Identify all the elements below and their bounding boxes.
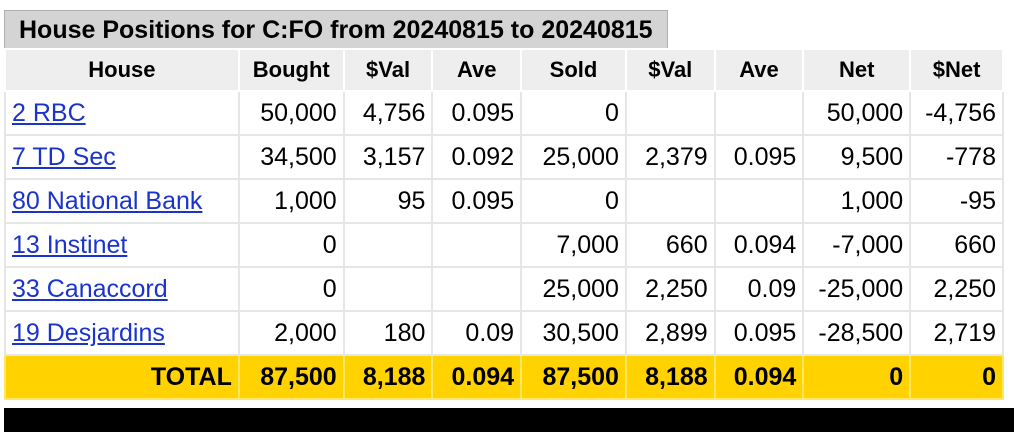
net-cell: 9,500 (802, 134, 912, 180)
net-val-cell: 2,250 (909, 266, 1004, 312)
sold-cell: 30,500 (520, 310, 627, 356)
bought-cell: 1,000 (237, 178, 345, 224)
col-header-bought: Bought (237, 48, 345, 92)
panel-title: House Positions for C:FO from 20240815 t… (4, 10, 668, 48)
bought-val-cell: 4,756 (342, 90, 434, 136)
table-row: 2 RBC 50,000 4,756 0.095 0 50,000 -4,756 (4, 90, 1004, 136)
net-val-cell: 2,719 (909, 310, 1004, 356)
house-cell: 19 Desjardins (4, 310, 240, 356)
total-sold-val: 8,188 (624, 354, 716, 400)
bought-cell: 34,500 (237, 134, 345, 180)
table-row: 80 National Bank 1,000 95 0.095 0 1,000 … (4, 178, 1004, 224)
house-positions-panel: House Positions for C:FO from 20240815 t… (4, 10, 1004, 400)
sold-val-cell: 2,899 (624, 310, 716, 356)
sold-ave-cell (713, 178, 805, 224)
table-row: 33 Canaccord 0 25,000 2,250 0.09 -25,000… (4, 266, 1004, 312)
sold-cell: 0 (520, 178, 627, 224)
col-header-bought-val: $Val (342, 48, 434, 92)
house-link[interactable]: 2 RBC (12, 98, 86, 127)
house-positions-table: House Bought $Val Ave Sold $Val Ave Net … (4, 48, 1004, 400)
bought-ave-cell: 0.095 (431, 90, 523, 136)
bought-ave-cell: 0.092 (431, 134, 523, 180)
bought-cell: 0 (237, 222, 345, 268)
house-cell: 2 RBC (4, 90, 240, 136)
house-cell: 80 National Bank (4, 178, 240, 224)
total-net-val: 0 (909, 354, 1004, 400)
col-header-sold-val: $Val (624, 48, 716, 92)
bought-val-cell (342, 266, 434, 312)
house-cell: 13 Instinet (4, 222, 240, 268)
table-row: 19 Desjardins 2,000 180 0.09 30,500 2,89… (4, 310, 1004, 356)
bought-cell: 2,000 (237, 310, 345, 356)
house-cell: 7 TD Sec (4, 134, 240, 180)
net-val-cell: -95 (909, 178, 1004, 224)
sold-cell: 25,000 (520, 266, 627, 312)
net-cell: 1,000 (802, 178, 912, 224)
sold-ave-cell: 0.09 (713, 266, 805, 312)
total-bought-val: 8,188 (342, 354, 434, 400)
total-sold-ave: 0.094 (713, 354, 805, 400)
sold-cell: 25,000 (520, 134, 627, 180)
total-row: TOTAL 87,500 8,188 0.094 87,500 8,188 0.… (4, 354, 1004, 400)
sold-ave-cell: 0.095 (713, 310, 805, 356)
bought-val-cell: 180 (342, 310, 434, 356)
sold-val-cell: 2,250 (624, 266, 716, 312)
total-sold: 87,500 (520, 354, 627, 400)
table-row: 13 Instinet 0 7,000 660 0.094 -7,000 660 (4, 222, 1004, 268)
bought-val-cell: 3,157 (342, 134, 434, 180)
house-link[interactable]: 19 Desjardins (12, 318, 165, 347)
col-header-sold-ave: Ave (713, 48, 805, 92)
sold-ave-cell: 0.095 (713, 134, 805, 180)
total-net: 0 (802, 354, 912, 400)
bought-cell: 50,000 (237, 90, 345, 136)
sold-cell: 0 (520, 90, 627, 136)
total-label: TOTAL (4, 354, 240, 400)
bought-ave-cell: 0.095 (431, 178, 523, 224)
net-val-cell: -778 (909, 134, 1004, 180)
col-header-bought-ave: Ave (431, 48, 523, 92)
house-link[interactable]: 7 TD Sec (12, 142, 116, 171)
bought-ave-cell (431, 266, 523, 312)
sold-cell: 7,000 (520, 222, 627, 268)
net-cell: -7,000 (802, 222, 912, 268)
col-header-sold: Sold (520, 48, 627, 92)
col-header-house: House (4, 48, 240, 92)
header-row: House Bought $Val Ave Sold $Val Ave Net … (4, 48, 1004, 92)
sold-val-cell (624, 90, 716, 136)
house-cell: 33 Canaccord (4, 266, 240, 312)
net-val-cell: -4,756 (909, 90, 1004, 136)
sold-val-cell: 660 (624, 222, 716, 268)
bought-ave-cell (431, 222, 523, 268)
sold-ave-cell (713, 90, 805, 136)
col-header-net-val: $Net (909, 48, 1004, 92)
sold-val-cell (624, 178, 716, 224)
bought-cell: 0 (237, 266, 345, 312)
net-val-cell: 660 (909, 222, 1004, 268)
net-cell: 50,000 (802, 90, 912, 136)
total-bought: 87,500 (237, 354, 345, 400)
bought-ave-cell: 0.09 (431, 310, 523, 356)
house-link[interactable]: 33 Canaccord (12, 274, 168, 303)
bought-val-cell: 95 (342, 178, 434, 224)
house-link[interactable]: 80 National Bank (12, 186, 203, 215)
net-cell: -28,500 (802, 310, 912, 356)
sold-val-cell: 2,379 (624, 134, 716, 180)
net-cell: -25,000 (802, 266, 912, 312)
house-link[interactable]: 13 Instinet (12, 230, 128, 259)
footer-bar (4, 408, 1014, 432)
col-header-net: Net (802, 48, 912, 92)
sold-ave-cell: 0.094 (713, 222, 805, 268)
total-bought-ave: 0.094 (431, 354, 523, 400)
table-row: 7 TD Sec 34,500 3,157 0.092 25,000 2,379… (4, 134, 1004, 180)
bought-val-cell (342, 222, 434, 268)
